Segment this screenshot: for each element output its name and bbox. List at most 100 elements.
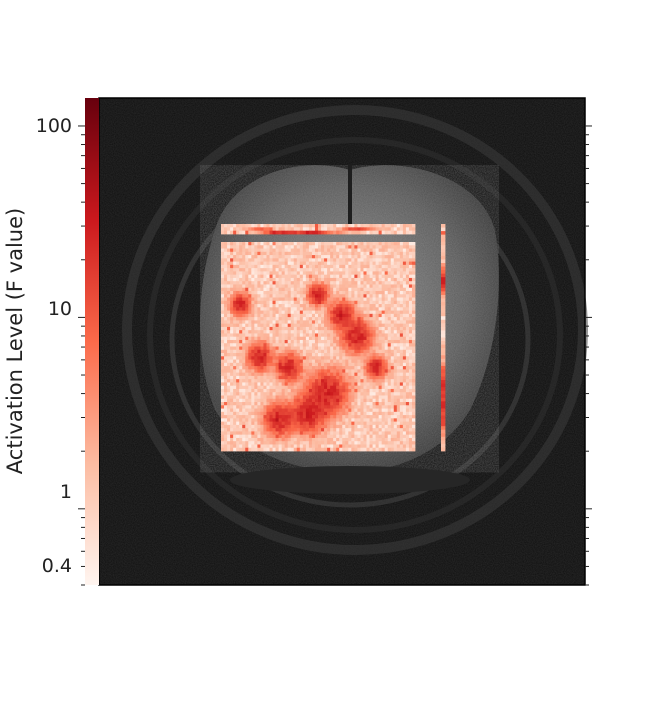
activation-cell: [321, 382, 325, 387]
activation-cell: [290, 343, 295, 347]
activation-cell: [366, 290, 370, 295]
activation-cell: [242, 274, 246, 279]
activation-cell: [396, 336, 401, 341]
activation-cell: [366, 307, 370, 311]
activation-cell-top-strip: [299, 230, 304, 235]
activation-cell: [236, 242, 240, 246]
activation-cell: [411, 300, 416, 305]
activation-cell: [408, 447, 413, 452]
activation-cell: [236, 297, 240, 302]
activation-cell: [369, 264, 373, 269]
activation-cell: [336, 300, 340, 305]
activation-cell-top-strip: [278, 227, 283, 232]
activation-cell: [363, 411, 367, 416]
activation-cell: [357, 251, 361, 256]
activation-cell: [302, 313, 307, 318]
activation-cell: [308, 356, 313, 360]
activation-cell: [305, 441, 310, 445]
activation-cell: [284, 336, 289, 341]
activation-cell: [390, 418, 395, 423]
activation-cell: [233, 385, 237, 390]
activation-cell: [260, 379, 264, 383]
activation-cell: [321, 437, 325, 442]
activation-cell: [324, 382, 328, 387]
activation-cell: [311, 304, 316, 308]
activation-cell: [311, 353, 316, 357]
activation-cell: [257, 366, 261, 370]
activation-cell: [242, 326, 246, 331]
activation-cell: [396, 359, 401, 364]
activation-cell: [396, 346, 401, 351]
activation-cell: [396, 366, 401, 370]
activation-cell: [324, 411, 328, 416]
activation-cell: [357, 274, 361, 279]
activation-cell: [330, 290, 334, 295]
activation-cell: [296, 421, 301, 426]
activation-cell: [230, 359, 234, 364]
activation-cell: [314, 326, 319, 331]
activation-cell: [302, 437, 307, 442]
activation-cell: [314, 294, 319, 298]
activation-cell: [275, 421, 279, 426]
activation-cell: [408, 297, 413, 302]
activation-cell: [236, 323, 240, 328]
activation-cell: [272, 242, 276, 246]
activation-cell: [333, 255, 337, 259]
activation-cell: [224, 421, 228, 426]
activation-cell: [248, 336, 252, 341]
activation-cell-top-strip: [336, 227, 340, 232]
activation-cell: [260, 421, 264, 426]
activation-cell: [269, 369, 273, 374]
activation-cell: [260, 251, 264, 256]
activation-cell: [245, 441, 249, 445]
activation-cell: [372, 326, 376, 331]
activation-cell: [408, 375, 413, 380]
activation-cell: [260, 346, 264, 351]
activation-cell: [287, 356, 292, 360]
activation-cell: [284, 313, 289, 318]
activation-cell: [318, 369, 322, 374]
activation-cell: [245, 353, 249, 357]
activation-cell: [381, 317, 386, 321]
activation-cell: [411, 369, 416, 374]
activation-cell-top-strip: [248, 224, 252, 228]
activation-cell: [311, 251, 316, 256]
activation-cell: [324, 437, 328, 442]
activation-cell: [384, 281, 389, 285]
activation-cell: [260, 330, 264, 334]
activation-cell: [293, 434, 298, 439]
activation-cell: [227, 428, 231, 432]
activation-cell: [339, 379, 343, 383]
activation-cell: [299, 343, 304, 347]
activation-cell: [308, 320, 313, 325]
activation-cell-top-strip: [396, 227, 401, 232]
activation-cell: [263, 287, 267, 292]
activation-cell: [260, 261, 264, 266]
activation-cell: [284, 290, 289, 295]
activation-cell: [342, 294, 346, 298]
activation-cell: [275, 320, 279, 325]
activation-cell: [381, 326, 386, 331]
activation-cell: [230, 304, 234, 308]
activation-cell: [230, 255, 234, 259]
activation-cell: [360, 251, 364, 256]
activation-cell: [384, 349, 389, 354]
activation-cell: [327, 307, 331, 311]
activation-cell: [221, 339, 225, 344]
activation-cell: [236, 258, 240, 262]
activation-cell: [242, 304, 246, 308]
activation-cell: [321, 415, 325, 419]
activation-cell: [393, 388, 398, 393]
activation-cell: [260, 268, 264, 272]
activation-cell: [293, 366, 298, 370]
activation-cell: [311, 268, 316, 272]
activation-cell: [224, 415, 228, 419]
activation-cell: [372, 359, 376, 364]
activation-cell: [251, 379, 255, 383]
activation-cell: [366, 434, 370, 439]
activation-cell: [351, 294, 355, 298]
activation-cell: [269, 242, 273, 246]
activation-cell: [348, 398, 352, 403]
activation-cell: [248, 415, 252, 419]
activation-cell: [408, 353, 413, 357]
